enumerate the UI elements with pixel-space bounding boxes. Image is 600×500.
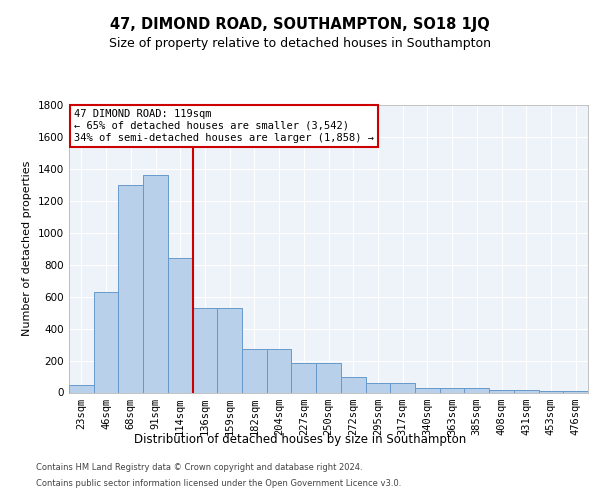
Bar bbox=[217, 308, 242, 392]
Bar bbox=[193, 308, 217, 392]
Bar bbox=[539, 391, 563, 392]
Bar bbox=[489, 390, 514, 392]
Bar bbox=[94, 292, 118, 392]
Bar bbox=[390, 383, 415, 392]
Text: Size of property relative to detached houses in Southampton: Size of property relative to detached ho… bbox=[109, 38, 491, 51]
Y-axis label: Number of detached properties: Number of detached properties bbox=[22, 161, 32, 336]
Bar bbox=[143, 176, 168, 392]
Text: 47 DIMOND ROAD: 119sqm
← 65% of detached houses are smaller (3,542)
34% of semi-: 47 DIMOND ROAD: 119sqm ← 65% of detached… bbox=[74, 110, 374, 142]
Bar bbox=[118, 185, 143, 392]
Bar bbox=[341, 376, 365, 392]
Text: Distribution of detached houses by size in Southampton: Distribution of detached houses by size … bbox=[134, 432, 466, 446]
Text: 47, DIMOND ROAD, SOUTHAMPTON, SO18 1JQ: 47, DIMOND ROAD, SOUTHAMPTON, SO18 1JQ bbox=[110, 18, 490, 32]
Bar bbox=[514, 390, 539, 392]
Bar bbox=[292, 363, 316, 392]
Bar bbox=[440, 388, 464, 392]
Text: Contains HM Land Registry data © Crown copyright and database right 2024.: Contains HM Land Registry data © Crown c… bbox=[36, 462, 362, 471]
Bar bbox=[415, 388, 440, 392]
Bar bbox=[242, 350, 267, 393]
Bar bbox=[69, 384, 94, 392]
Text: Contains public sector information licensed under the Open Government Licence v3: Contains public sector information licen… bbox=[36, 479, 401, 488]
Bar bbox=[316, 363, 341, 392]
Bar bbox=[267, 350, 292, 393]
Bar bbox=[365, 383, 390, 392]
Bar bbox=[563, 391, 588, 392]
Bar bbox=[464, 388, 489, 392]
Bar bbox=[168, 258, 193, 392]
